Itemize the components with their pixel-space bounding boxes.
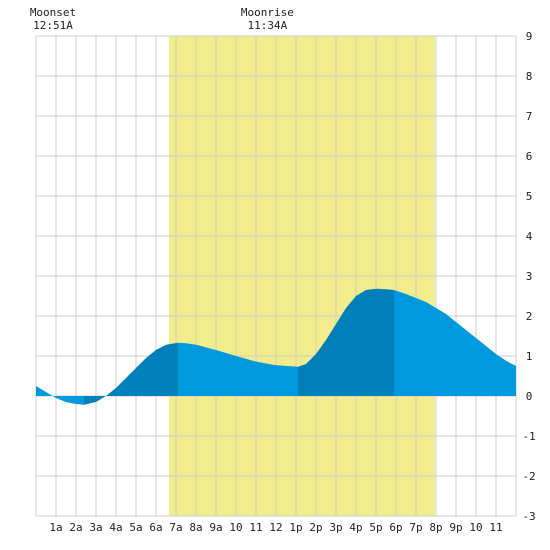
x-tick-label: 8a — [189, 521, 202, 534]
moon-event-label: Moonrise — [241, 6, 294, 19]
x-tick-labels: 1a 2a 3a 4a 5a 6a 7a 8a 9a 10 11 12 1p 2p 3p 4p 5p 6p 7p 8p… — [49, 521, 502, 534]
y-tick-label: 6 — [526, 150, 533, 163]
y-tick-label: 5 — [526, 190, 533, 203]
x-tick-label: 1a — [49, 521, 62, 534]
x-tick-label: 10 — [469, 521, 482, 534]
y-tick-label: 9 — [526, 30, 533, 43]
y-tick-label: -3 — [522, 510, 535, 523]
x-tick-label: 3a — [89, 521, 102, 534]
x-tick-label: 6a — [149, 521, 162, 534]
tide-area-falling — [394, 290, 516, 396]
x-tick-label: 9a — [209, 521, 222, 534]
x-tick-label: 4a — [109, 521, 122, 534]
tide-area-layer — [36, 288, 516, 405]
x-tick-label: 3p — [329, 521, 342, 534]
y-tick-label: 2 — [526, 310, 533, 323]
y-tick-label: 7 — [526, 110, 533, 123]
grid-layer — [35, 35, 517, 517]
y-tick-label: 4 — [526, 230, 533, 243]
y-tick-label: -1 — [522, 430, 535, 443]
x-tick-label: 12 — [269, 521, 282, 534]
y-tick-labels: 9 8 7 6 5 4 3 2 1 0 -1 -2 -3 — [522, 30, 535, 523]
x-tick-label: 7a — [169, 521, 182, 534]
y-tick-label: 8 — [526, 70, 533, 83]
moon-event-time: 11:34A — [248, 19, 288, 32]
x-tick-label: 5p — [369, 521, 382, 534]
x-tick-label: 2a — [69, 521, 82, 534]
tide-area-rising — [298, 288, 394, 396]
moon-event-label: Moonset — [30, 6, 76, 19]
tide-area-rising — [84, 342, 178, 405]
x-tick-label: 8p — [429, 521, 442, 534]
x-tick-label: 6p — [389, 521, 402, 534]
x-tick-label: 10 — [229, 521, 242, 534]
y-tick-label: 0 — [526, 390, 533, 403]
x-tick-label: 5a — [129, 521, 142, 534]
x-tick-label: 9p — [449, 521, 462, 534]
y-tick-label: 1 — [526, 350, 533, 363]
x-tick-label: 1p — [289, 521, 302, 534]
x-tick-label: 11 — [489, 521, 502, 534]
x-tick-label: 4p — [349, 521, 362, 534]
moon-event-time: 12:51A — [33, 19, 73, 32]
tide-area-falling — [178, 342, 298, 396]
tide-area-falling — [36, 386, 84, 405]
y-tick-label: -2 — [522, 470, 535, 483]
x-tick-label: 2p — [309, 521, 322, 534]
x-tick-label: 7p — [409, 521, 422, 534]
y-tick-label: 3 — [526, 270, 533, 283]
x-tick-label: 11 — [249, 521, 262, 534]
